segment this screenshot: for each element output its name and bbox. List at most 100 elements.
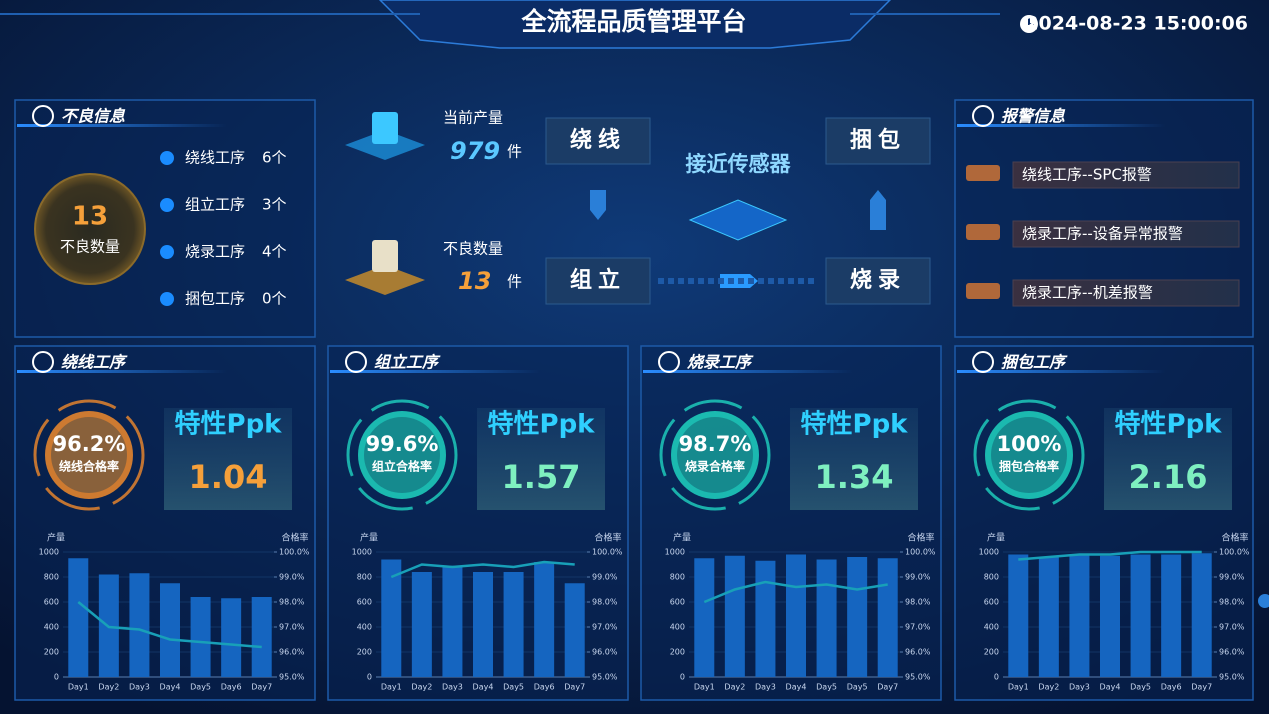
rate-ring-inner: [991, 417, 1067, 493]
bar: [816, 559, 837, 677]
rate-ring: [358, 411, 446, 499]
sensor-label: 接近传感器: [686, 152, 792, 176]
y2-tick-label: 100.0%: [905, 548, 936, 557]
x-tick-label: Day4: [473, 683, 494, 692]
rate-value: 98.7%: [679, 432, 752, 456]
ppk-value: 1.04: [189, 458, 268, 496]
rate-ring-inner: [677, 417, 753, 493]
panel-title-bar: [957, 124, 1166, 127]
x-tick-label: Day1: [694, 683, 715, 692]
bar: [190, 597, 211, 677]
bar: [251, 597, 272, 677]
y-tick-label: 1000: [979, 548, 999, 557]
panel-title: 烧录工序: [687, 353, 754, 372]
y-tick-label: 200: [44, 648, 59, 657]
bar: [473, 572, 493, 677]
y2-tick-label: 100.0%: [1219, 548, 1250, 557]
station-box: [825, 257, 931, 305]
x-tick-label: Day7: [1191, 683, 1212, 692]
defect-dot: [160, 198, 174, 212]
defect-icon: [345, 265, 425, 295]
y2-tick-label: 97.0%: [1219, 623, 1245, 632]
y-tick-label: 1000: [665, 548, 685, 557]
y-tick-label: 200: [984, 648, 999, 657]
alarm-text: 烧录工序--设备异常报警: [1022, 225, 1183, 243]
panel-icon: [345, 351, 367, 373]
rate-ring-outer: [346, 399, 458, 511]
defect-value: 13: [458, 267, 491, 295]
rate-label: 捆包合格率: [999, 459, 1059, 474]
y-axis-label: 产量: [360, 532, 378, 544]
y2-tick-label: 99.0%: [279, 573, 305, 582]
y2-tick-label: 97.0%: [592, 623, 618, 632]
defect-dot: [160, 245, 174, 259]
output-unit: 件: [507, 143, 522, 161]
y-tick-label: 400: [357, 623, 372, 632]
defect-dot: [160, 151, 174, 165]
bar: [221, 598, 242, 677]
rate-ring-outer: [659, 399, 771, 511]
rate-ring-outer: [33, 399, 145, 511]
y-tick-label: 0: [994, 673, 999, 682]
y2-tick-label: 96.0%: [1219, 648, 1245, 657]
bar: [786, 554, 806, 677]
station-box: [545, 257, 651, 305]
x-tick-label: Day3: [1069, 683, 1090, 692]
panel-title-bar: [17, 124, 227, 127]
header-frame: [378, 0, 892, 49]
bar: [694, 558, 715, 677]
bar: [1069, 554, 1090, 677]
y2-tick-label: 96.0%: [905, 648, 931, 657]
defect-count: 4个: [262, 243, 287, 261]
panel-title: 不良信息: [61, 107, 126, 126]
x-tick-label: Day1: [1008, 683, 1029, 692]
rate-ring: [985, 411, 1073, 499]
y-tick-label: 400: [44, 623, 59, 632]
x-tick-label: Day1: [381, 683, 402, 692]
x-tick-label: Day5: [816, 683, 837, 692]
rate-value: 96.2%: [53, 432, 126, 456]
bar: [1191, 553, 1212, 677]
alarm-box: [1012, 279, 1240, 307]
y2-tick-label: 96.0%: [592, 648, 618, 657]
bar: [503, 572, 524, 677]
rate-ring-inner: [364, 417, 440, 493]
alarm-icon: [966, 224, 1000, 240]
alarm-box: [1012, 161, 1240, 189]
ppk-label: 特性Ppk: [488, 409, 596, 440]
y2-tick-label: 95.0%: [905, 673, 931, 682]
x-tick-label: Day5: [847, 683, 868, 692]
bar: [755, 560, 776, 677]
station-box: [545, 117, 651, 165]
panel-icon: [972, 105, 994, 127]
y-axis-label: 产量: [987, 532, 1005, 544]
rate-ring-outer: [973, 399, 1085, 511]
rate-line: [390, 560, 575, 579]
y2-axis-label: 合格率: [281, 532, 308, 544]
alarm-box: [1012, 220, 1240, 248]
ppk-box: [477, 408, 605, 510]
sensor-icon: [688, 199, 788, 241]
y2-tick-label: 100.0%: [592, 548, 623, 557]
panel-icon: [658, 351, 680, 373]
y-tick-label: 800: [357, 573, 372, 582]
defect-total-label: 不良数量: [60, 238, 120, 256]
x-tick-label: Day6: [1161, 683, 1182, 692]
defect-circle: [34, 173, 146, 285]
x-tick-label: Day2: [411, 683, 432, 692]
panel-icon: [32, 105, 54, 127]
panel-title-bar: [17, 370, 227, 373]
x-tick-label: Day2: [98, 683, 119, 692]
defect-name: 绕线工序: [185, 149, 245, 167]
x-tick-label: Day3: [755, 683, 776, 692]
station-name: 组立: [570, 267, 626, 293]
x-tick-label: Day4: [160, 683, 181, 692]
bar: [411, 572, 432, 677]
defect-total: 13: [72, 202, 108, 232]
rate-value: 100%: [997, 432, 1062, 456]
x-tick-label: Day7: [251, 683, 272, 692]
bar: [68, 558, 89, 677]
panel-title: 组立工序: [374, 353, 441, 372]
rate-ring: [45, 411, 133, 499]
